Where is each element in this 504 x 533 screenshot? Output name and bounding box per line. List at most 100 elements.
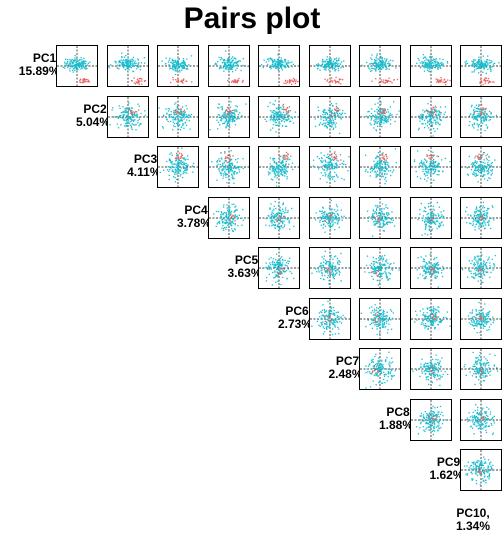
data-point <box>130 61 131 62</box>
data-point <box>278 218 279 219</box>
data-point <box>81 64 82 65</box>
data-point <box>293 225 294 226</box>
data-point <box>229 170 230 171</box>
data-point <box>472 125 473 126</box>
data-point <box>427 212 428 213</box>
data-point <box>385 177 386 178</box>
data-point <box>473 108 474 109</box>
panel-pc8-vs-pc4 <box>359 197 401 239</box>
data-point <box>272 210 273 211</box>
data-point <box>477 209 478 210</box>
data-point <box>480 127 481 128</box>
data-point <box>489 65 490 66</box>
panel-pc7-vs-pc1 <box>309 45 351 87</box>
data-point <box>184 63 185 64</box>
data-point <box>449 161 450 162</box>
data-point <box>335 81 336 82</box>
data-point <box>374 166 375 167</box>
data-point <box>328 122 329 123</box>
data-point <box>364 271 365 272</box>
data-point <box>375 122 376 123</box>
data-point <box>439 81 440 82</box>
data-point <box>379 226 380 227</box>
data-point <box>240 70 241 71</box>
data-point <box>318 271 319 272</box>
data-point <box>288 154 289 155</box>
data-point <box>386 68 387 69</box>
data-point <box>126 66 127 67</box>
data-point <box>427 102 428 103</box>
data-point <box>474 229 475 230</box>
data-point <box>422 66 423 67</box>
data-point <box>273 120 274 121</box>
panel-pc10-vs-pc2 <box>460 96 502 138</box>
data-point <box>466 60 467 61</box>
data-point <box>484 113 485 114</box>
data-point <box>391 211 392 212</box>
data-point <box>442 224 443 225</box>
data-point <box>175 177 176 178</box>
points-main <box>312 152 349 183</box>
data-point <box>427 203 428 204</box>
data-point <box>487 80 488 81</box>
data-point <box>141 83 142 84</box>
data-point <box>175 158 176 159</box>
data-point <box>130 59 131 60</box>
data-point <box>375 174 376 175</box>
data-point <box>285 207 286 208</box>
data-point <box>328 283 329 284</box>
data-point <box>442 82 443 83</box>
data-point <box>487 162 488 163</box>
data-point <box>76 68 77 69</box>
data-point <box>488 224 489 225</box>
data-point <box>268 60 269 61</box>
data-point <box>112 107 113 108</box>
data-point <box>183 164 184 165</box>
data-point <box>429 159 430 160</box>
data-point <box>134 61 135 62</box>
data-point <box>424 226 425 227</box>
data-point <box>383 223 384 224</box>
data-point <box>124 69 125 70</box>
data-point <box>434 169 435 170</box>
data-point <box>435 217 436 218</box>
data-point <box>382 213 383 214</box>
data-point <box>221 165 222 166</box>
data-point <box>329 175 330 176</box>
data-point <box>160 172 161 173</box>
data-point <box>268 174 269 175</box>
data-point <box>326 221 327 222</box>
data-point <box>175 67 176 68</box>
data-point <box>381 176 382 177</box>
data-point <box>489 110 490 111</box>
data-point <box>431 124 432 125</box>
data-point <box>289 222 290 223</box>
data-point <box>320 161 321 162</box>
data-point <box>432 60 433 61</box>
data-point <box>231 203 232 204</box>
data-point <box>158 107 159 108</box>
data-point <box>218 114 219 115</box>
points-main <box>416 54 448 72</box>
data-point <box>121 63 122 64</box>
data-point <box>377 221 378 222</box>
data-point <box>279 110 280 111</box>
data-point <box>476 107 477 108</box>
data-point <box>334 111 335 112</box>
data-point <box>237 113 238 114</box>
data-point <box>80 79 81 80</box>
data-point <box>374 168 375 169</box>
data-point <box>283 62 284 63</box>
data-point <box>231 165 232 166</box>
data-point <box>131 116 132 117</box>
data-point <box>337 66 338 67</box>
data-point <box>383 161 384 162</box>
data-point <box>183 173 184 174</box>
data-point <box>482 64 483 65</box>
data-point <box>124 117 125 118</box>
points-highlight <box>278 103 291 115</box>
data-point <box>378 152 379 153</box>
data-point <box>375 78 376 79</box>
data-point <box>225 177 226 178</box>
data-point <box>81 57 82 58</box>
